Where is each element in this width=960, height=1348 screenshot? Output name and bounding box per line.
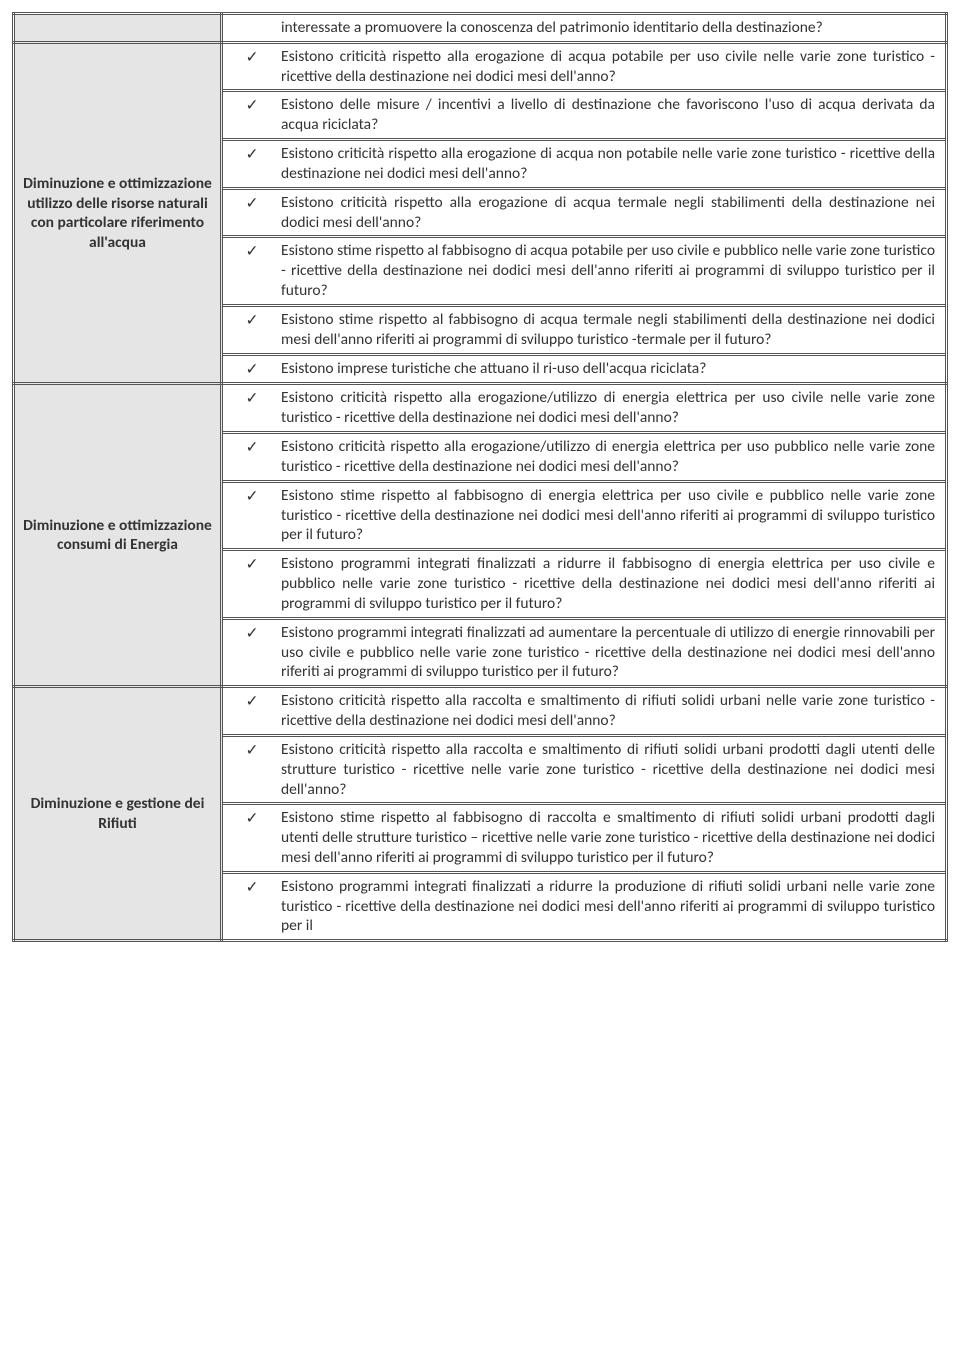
list-item: ✓Esistono programmi integrati finalizzat… (223, 548, 945, 616)
check-icon: ✓ (223, 359, 281, 380)
section-row-1: Diminuzione e ottimizzazione utilizzo de… (14, 42, 947, 384)
list-item: ✓Esistono programmi integrati finalizzat… (223, 871, 945, 939)
check-icon: ✓ (223, 740, 281, 761)
list-item: ✓Esistono stime rispetto al fabbisogno d… (223, 304, 945, 353)
section-row-3: Diminuzione e gestione dei Rifiuti ✓Esis… (14, 687, 947, 941)
item-text: Esistono criticità rispetto alla erogazi… (281, 193, 937, 233)
category-cell-1: Diminuzione e ottimizzazione utilizzo de… (14, 42, 222, 384)
category-cell-3: Diminuzione e gestione dei Rifiuti (14, 687, 222, 941)
item-text: Esistono imprese turistiche che attuano … (281, 359, 937, 379)
item-text: Esistono criticità rispetto alla erogazi… (281, 437, 937, 477)
list-item: ✓Esistono imprese turistiche che attuano… (223, 353, 945, 383)
item-text: Esistono criticità rispetto alla raccolt… (281, 691, 937, 731)
item-text: Esistono criticità rispetto alla raccolt… (281, 740, 937, 799)
item-text: Esistono programmi integrati finalizzati… (281, 554, 937, 613)
item-text: Esistono programmi integrati finalizzati… (281, 877, 937, 936)
list-item: ✓Esistono criticità rispetto alla erogaz… (223, 138, 945, 187)
criteria-table: interessate a promuovere la conoscenza d… (12, 12, 948, 942)
list-item: ✓Esistono criticità rispetto alla raccol… (223, 734, 945, 802)
item-text: interessate a promuovere la conoscenza d… (281, 18, 937, 38)
list-item: ✓Esistono criticità rispetto alla erogaz… (223, 431, 945, 480)
check-icon: ✓ (223, 623, 281, 644)
list-item: ✓Esistono criticità rispetto alla raccol… (223, 688, 945, 734)
list-item: ✓Esistono stime rispetto al fabbisogno d… (223, 480, 945, 548)
check-icon: ✓ (223, 437, 281, 458)
item-text: Esistono criticità rispetto alla erogazi… (281, 144, 937, 184)
category-cell-2: Diminuzione e ottimizzazione consumi di … (14, 384, 222, 687)
list-item: interessate a promuovere la conoscenza d… (223, 15, 945, 41)
check-icon: ✓ (223, 144, 281, 165)
check-icon: ✓ (223, 95, 281, 116)
item-text: Esistono stime rispetto al fabbisogno di… (281, 310, 937, 350)
section-row-0: interessate a promuovere la conoscenza d… (14, 14, 947, 43)
list-item: ✓Esistono programmi integrati finalizzat… (223, 617, 945, 685)
check-icon: ✓ (223, 486, 281, 507)
items-cell-0: interessate a promuovere la conoscenza d… (222, 14, 947, 43)
check-icon: ✓ (223, 691, 281, 712)
check-icon: ✓ (223, 388, 281, 409)
list-item: ✓Esistono delle misure / incentivi a liv… (223, 89, 945, 138)
item-text: Esistono criticità rispetto alla erogazi… (281, 388, 937, 428)
items-cell-1: ✓Esistono criticità rispetto alla erogaz… (222, 42, 947, 384)
list-item: ✓Esistono criticità rispetto alla erogaz… (223, 187, 945, 236)
check-icon: ✓ (223, 241, 281, 262)
list-item: ✓Esistono criticità rispetto alla erogaz… (223, 385, 945, 431)
section-row-2: Diminuzione e ottimizzazione consumi di … (14, 384, 947, 687)
check-icon: ✓ (223, 877, 281, 898)
check-icon: ✓ (223, 193, 281, 214)
list-item: ✓Esistono criticità rispetto alla erogaz… (223, 44, 945, 90)
category-cell-0 (14, 14, 222, 43)
item-text: Esistono criticità rispetto alla erogazi… (281, 47, 937, 87)
check-icon: ✓ (223, 310, 281, 331)
list-item: ✓Esistono stime rispetto al fabbisogno d… (223, 235, 945, 303)
item-text: Esistono stime rispetto al fabbisogno di… (281, 486, 937, 545)
item-text: Esistono stime rispetto al fabbisogno di… (281, 808, 937, 867)
item-text: Esistono stime rispetto al fabbisogno di… (281, 241, 937, 300)
items-cell-2: ✓Esistono criticità rispetto alla erogaz… (222, 384, 947, 687)
check-icon: ✓ (223, 47, 281, 68)
item-text: Esistono delle misure / incentivi a live… (281, 95, 937, 135)
list-item: ✓Esistono stime rispetto al fabbisogno d… (223, 802, 945, 870)
item-text: Esistono programmi integrati finalizzati… (281, 623, 937, 682)
check-icon: ✓ (223, 808, 281, 829)
check-icon: ✓ (223, 554, 281, 575)
items-cell-3: ✓Esistono criticità rispetto alla raccol… (222, 687, 947, 941)
